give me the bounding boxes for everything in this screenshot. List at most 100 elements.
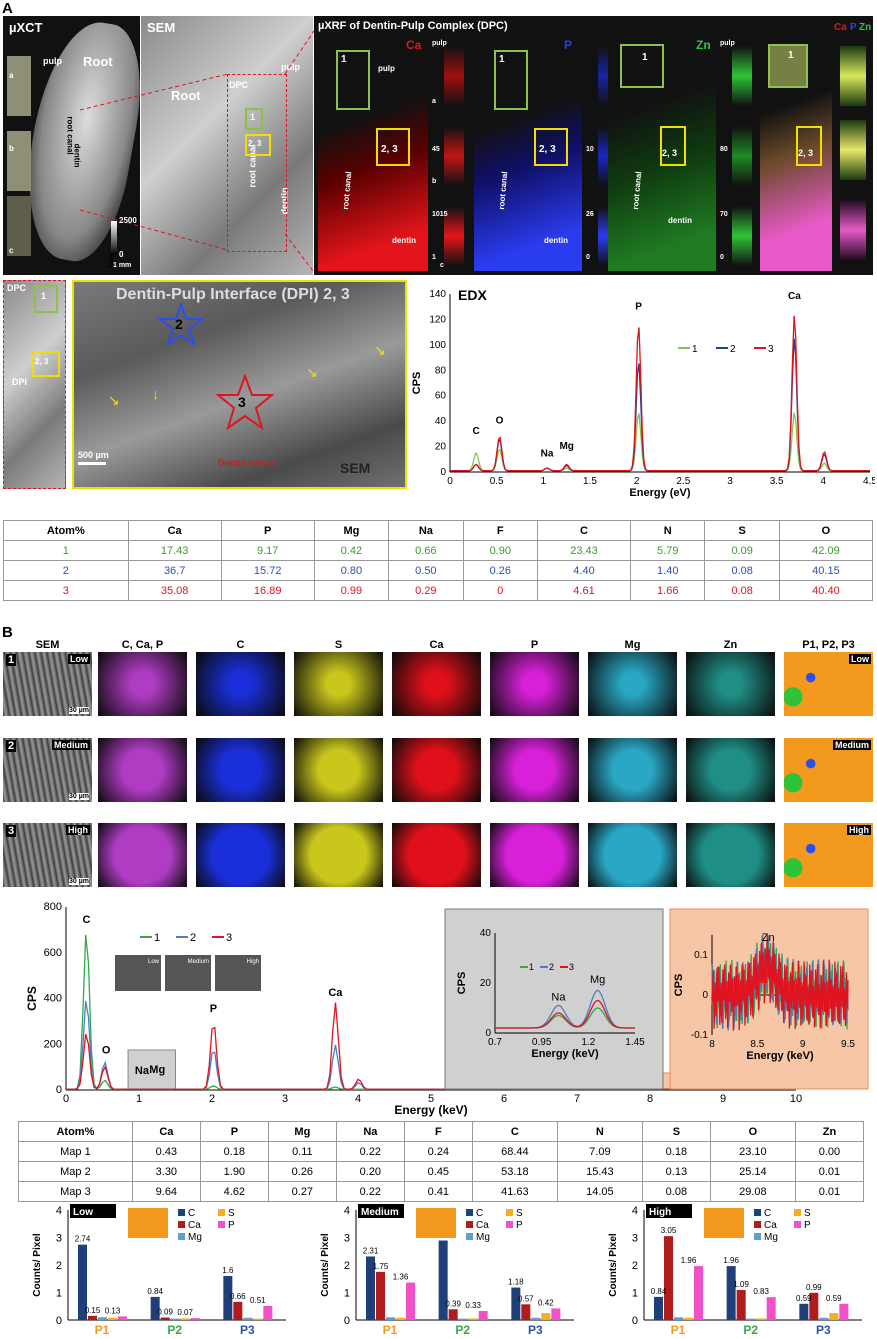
x-tick-label: 4.5: [863, 476, 875, 487]
element-map: Low: [784, 652, 873, 716]
bar-S: [253, 1318, 263, 1320]
table-cell: 0.11: [267, 1141, 337, 1162]
legend-label: 1: [692, 344, 698, 355]
arrow-icon: ↘: [374, 342, 386, 358]
bar-S: [829, 1313, 839, 1320]
thumb-image: [165, 955, 211, 991]
x-tick-label: 9.5: [841, 1039, 855, 1050]
table-cell: 0.45: [403, 1161, 473, 1182]
y-tick-label: 1: [632, 1288, 638, 1300]
table-cell: 36.7: [127, 560, 222, 581]
thumb-label: Low: [148, 959, 160, 965]
table-cell: 0.26: [462, 560, 538, 581]
table-cell: 40.15: [778, 560, 874, 581]
legend-label: S: [228, 1208, 235, 1219]
table-cell: 9.17: [220, 540, 315, 561]
bar-P: [839, 1303, 849, 1320]
sem-dpc-label: DPC: [229, 80, 249, 90]
element-map: [588, 652, 677, 716]
y-tick-label: 4: [632, 1205, 638, 1217]
element-map: [392, 652, 481, 716]
map-column-header: P: [530, 639, 539, 651]
uxrf-ca-box-1: 1: [336, 50, 370, 110]
peak-label: Na: [551, 992, 566, 1004]
table-header-cell: Mg: [313, 520, 390, 541]
y-tick-label: 0: [485, 1028, 491, 1039]
dpc-strip-box-1: 1: [34, 285, 58, 313]
element-map: [686, 652, 775, 716]
bar-Ca: [88, 1315, 97, 1320]
dpi-scalebar: [78, 462, 106, 465]
legend-swatch: [466, 1221, 473, 1228]
map-column-header: P1, P2, P3: [802, 639, 855, 651]
element-map: [196, 652, 285, 716]
uxrf-ca-map: Ca 1 2, 3 pulp root canal dentin: [318, 36, 428, 271]
bar-C: [366, 1256, 375, 1320]
table-cell: 0.27: [267, 1181, 337, 1202]
uxrf-p-scale-top: 10: [586, 146, 594, 153]
star-3-label: 3: [238, 394, 246, 410]
bar-C: [223, 1276, 233, 1320]
table-row: Map 1 0.43 0.18 0.11 0.22 0.24 68.44 7.09 0.18 23…: [18, 1141, 865, 1162]
element-map: [686, 738, 775, 802]
table-cell: 42.09: [778, 540, 874, 561]
bar-S: [180, 1318, 190, 1320]
x-tick-label: 2: [209, 1093, 215, 1105]
table-cell: 68.44: [471, 1141, 558, 1162]
inset-na-mg: 0.7 0.95 1.2 1.45 0 20 40 Energy (keV) CPS Na Mg 1 2…: [444, 908, 664, 1090]
table-header-cell: N: [556, 1121, 643, 1142]
map-row-number: 2: [6, 740, 17, 752]
bar-Mg: [458, 1318, 468, 1320]
table-row: 1 17.43 9.17 0.42 0.66 0.90 23.43 5.79 0.09 42.09: [3, 540, 874, 561]
chart-title: High: [649, 1207, 671, 1218]
peak-label: C: [82, 914, 90, 926]
data-label: 1.96: [681, 1256, 697, 1265]
uxrf-zn-subs: pulp 80 70 0: [718, 36, 758, 271]
table-cell: 23.10: [709, 1141, 796, 1162]
chart-title: Medium: [361, 1207, 399, 1218]
x-tick-label: 1: [136, 1093, 142, 1105]
uxct-sub-c: c: [9, 246, 14, 255]
y-tick-label: 800: [44, 901, 62, 913]
uxrf-zn-label: Zn: [696, 38, 711, 52]
series-line-1: [450, 412, 870, 472]
table-cell: 17.43: [127, 540, 222, 561]
element-map: [588, 823, 677, 887]
uxrf-ca-subs: pulp a 45 b 1015 1 c: [430, 36, 470, 271]
bar-Mg: [243, 1317, 253, 1320]
bar-Mg: [746, 1318, 756, 1320]
map-column-header: Ca: [429, 639, 444, 651]
x-tick-label: 0: [63, 1093, 69, 1105]
table-cell: 0.50: [388, 560, 464, 581]
legend-label: Ca: [476, 1220, 489, 1231]
table-cell: 0.01: [794, 1161, 865, 1182]
peak-label: Ca: [328, 987, 343, 999]
x-axis-label: Energy (keV): [531, 1048, 599, 1060]
table-cell: 14.05: [556, 1181, 643, 1202]
uxrf-ca-pulp: pulp: [378, 64, 395, 73]
data-label: 0.83: [753, 1287, 769, 1296]
uxrf-ca-label: Ca: [406, 38, 422, 52]
y-tick-label: 20: [435, 442, 447, 453]
table-cell: 0.42: [313, 540, 390, 561]
thumb-label: High: [247, 959, 259, 965]
inset-zn: 8 8.5 9 9.5 -0.1 0 0.1 Energy (keV) CPS Zn: [669, 908, 869, 1090]
x-tick-label: 3.5: [770, 476, 784, 487]
dpc-strip-title: DPC: [7, 283, 27, 293]
element-map: [98, 823, 187, 887]
y-axis-label: Counts/ Pixel: [320, 1233, 331, 1297]
legend-label: 3: [226, 932, 232, 944]
table-cell: 0.18: [199, 1141, 269, 1162]
y-tick-label: 0: [344, 1315, 350, 1327]
uxrf-p-scale-low: 0: [586, 254, 590, 261]
uxct-image: µXCT pulp Root root canal dentin cementu…: [3, 14, 154, 275]
x-tick-label: 1.45: [625, 1037, 645, 1048]
peak-label: Ca: [788, 291, 801, 302]
map-row-number: 3: [6, 825, 17, 837]
uxrf-p-box-23: 2, 3: [534, 128, 568, 166]
uxrf-zn-scale-mid: 70: [720, 211, 728, 218]
x-tick-label: 7: [574, 1093, 580, 1105]
y-tick-label: 40: [435, 416, 447, 427]
uxrf-ca-sub-a: a: [432, 98, 436, 105]
y-tick-label: 400: [44, 993, 62, 1005]
